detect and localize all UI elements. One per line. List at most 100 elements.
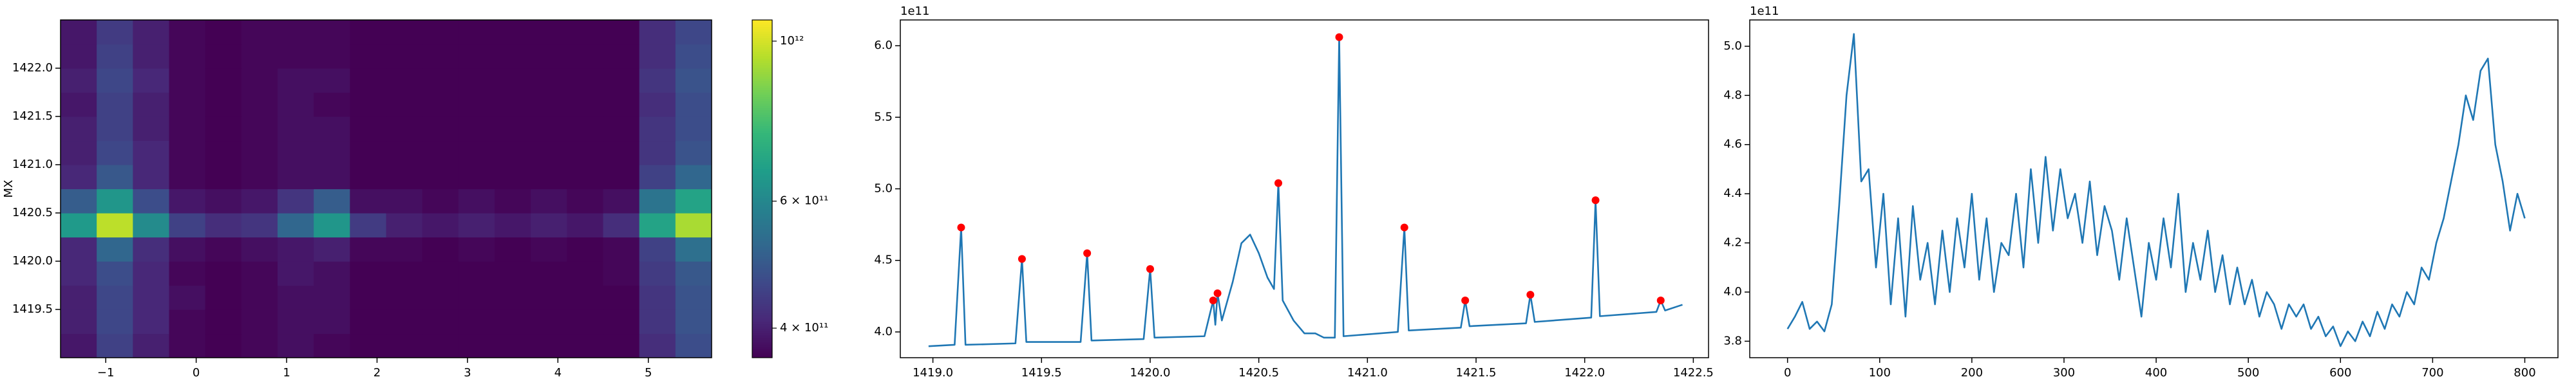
heatmap-cell — [133, 261, 170, 286]
heatmap-cell — [603, 333, 640, 358]
colorbar-segment — [752, 33, 772, 36]
colorbar-segment — [752, 92, 772, 95]
heatmap-cell — [639, 309, 676, 335]
heatmap-cell — [350, 333, 387, 358]
heatmap-cell — [205, 44, 242, 69]
heatmap-cell — [97, 165, 133, 190]
colorbar-segment — [752, 200, 772, 203]
colorbar-segment — [752, 160, 772, 162]
heatmap-cell — [61, 20, 97, 45]
heatmap-cell — [531, 44, 567, 69]
heatmap-cell — [675, 309, 712, 335]
colorbar-segment — [752, 308, 772, 311]
colorbar-segment — [752, 319, 772, 322]
colorbar-segment — [752, 29, 772, 32]
colorbar-segment — [752, 324, 772, 327]
x-tick-label: 200 — [1961, 366, 1983, 380]
heatmap-cell — [386, 140, 423, 165]
x-tick-label: 4 — [554, 366, 562, 380]
heatmap-cell — [639, 92, 676, 117]
x-tick-label: 1420.0 — [1130, 366, 1170, 380]
colorbar-segment — [752, 227, 772, 230]
colorbar-segment — [752, 351, 772, 354]
heatmap-cell — [133, 237, 170, 262]
colorbar-segment — [752, 209, 772, 212]
colorbar-segment — [752, 250, 772, 252]
heatmap-cell — [386, 68, 423, 93]
heatmap-cell — [205, 116, 242, 142]
heatmap-cell — [567, 213, 604, 238]
y-tick-label: 1419.5 — [12, 302, 53, 316]
heatmap-cell — [639, 140, 676, 165]
heatmap-cell — [567, 140, 604, 165]
colorbar-segment — [752, 232, 772, 234]
peak-marker — [1591, 196, 1600, 205]
heatmap-cell — [350, 309, 387, 335]
y-tick-label: 6.0 — [874, 39, 893, 52]
colorbar-segment — [752, 256, 772, 259]
colorbar-segment — [752, 31, 772, 34]
colorbar-segment — [752, 340, 772, 342]
colorbar-segment — [752, 196, 772, 198]
heatmap-cell — [350, 261, 387, 286]
x-tick-label: 1 — [283, 366, 290, 380]
heatmap-cell — [97, 261, 133, 286]
colorbar-segment — [752, 110, 772, 113]
heatmap-cell — [458, 333, 495, 358]
heatmap-cell — [241, 285, 278, 310]
colorbar-segment — [752, 116, 772, 120]
heatmap-cell — [531, 140, 567, 165]
heatmap-cell — [133, 44, 170, 69]
plot-area — [928, 33, 1683, 347]
colorbar-segment — [752, 74, 772, 77]
colorbar-segment — [752, 96, 772, 99]
heatmap-cell — [495, 261, 531, 286]
colorbar-segment — [752, 157, 772, 160]
heatmap-cell — [241, 237, 278, 262]
colorbar-segment — [752, 218, 772, 221]
heatmap-cell — [567, 68, 604, 93]
heatmap-cell — [567, 261, 604, 286]
heatmap-cell — [350, 165, 387, 190]
heatmap-cell — [422, 333, 459, 358]
colorbar-segment — [752, 223, 772, 225]
heatmap-cell — [386, 285, 423, 310]
colorbar-segment — [752, 87, 772, 90]
colorbar-segment — [752, 161, 772, 165]
heatmap-cell — [567, 20, 604, 45]
heatmap-cell — [314, 140, 350, 165]
colorbar-segment — [752, 35, 772, 39]
heatmap-cell — [675, 237, 712, 262]
heatmap-cell — [422, 140, 459, 165]
colorbar-segment — [752, 85, 772, 88]
heatmap-cell — [422, 20, 459, 45]
colorbar-segment — [752, 279, 772, 282]
heatmap-cell — [169, 309, 206, 335]
colorbar-segment — [752, 252, 772, 255]
x-tick-label: 2 — [374, 366, 381, 380]
heatmap-cell — [97, 188, 133, 214]
colorbar-segment — [752, 62, 772, 66]
heatmap-cell — [603, 92, 640, 117]
heatmap-cell — [386, 237, 423, 262]
heatmap-cell — [675, 165, 712, 190]
colorbar-segment — [752, 56, 772, 59]
heatmap-cell — [603, 165, 640, 190]
colorbar-segment — [752, 78, 772, 81]
heatmap-cell — [314, 92, 350, 117]
y-axis-label: MX — [2, 180, 15, 198]
heatmap-cell — [458, 68, 495, 93]
y-offset-label: 1e11 — [1750, 5, 1779, 18]
heatmap-cell — [350, 213, 387, 238]
colorbar-segment — [752, 152, 772, 156]
heatmap-cell — [278, 140, 314, 165]
heatmap-cell — [603, 285, 640, 310]
colorbar-segment — [752, 184, 772, 187]
colorbar-segment — [752, 188, 772, 192]
colorbar-segment — [752, 247, 772, 250]
heatmap-cell — [422, 188, 459, 214]
heatmap-cell — [675, 213, 712, 238]
colorbar-segment — [752, 139, 772, 142]
heatmap-cell — [386, 188, 423, 214]
heatmap-cell — [133, 140, 170, 165]
